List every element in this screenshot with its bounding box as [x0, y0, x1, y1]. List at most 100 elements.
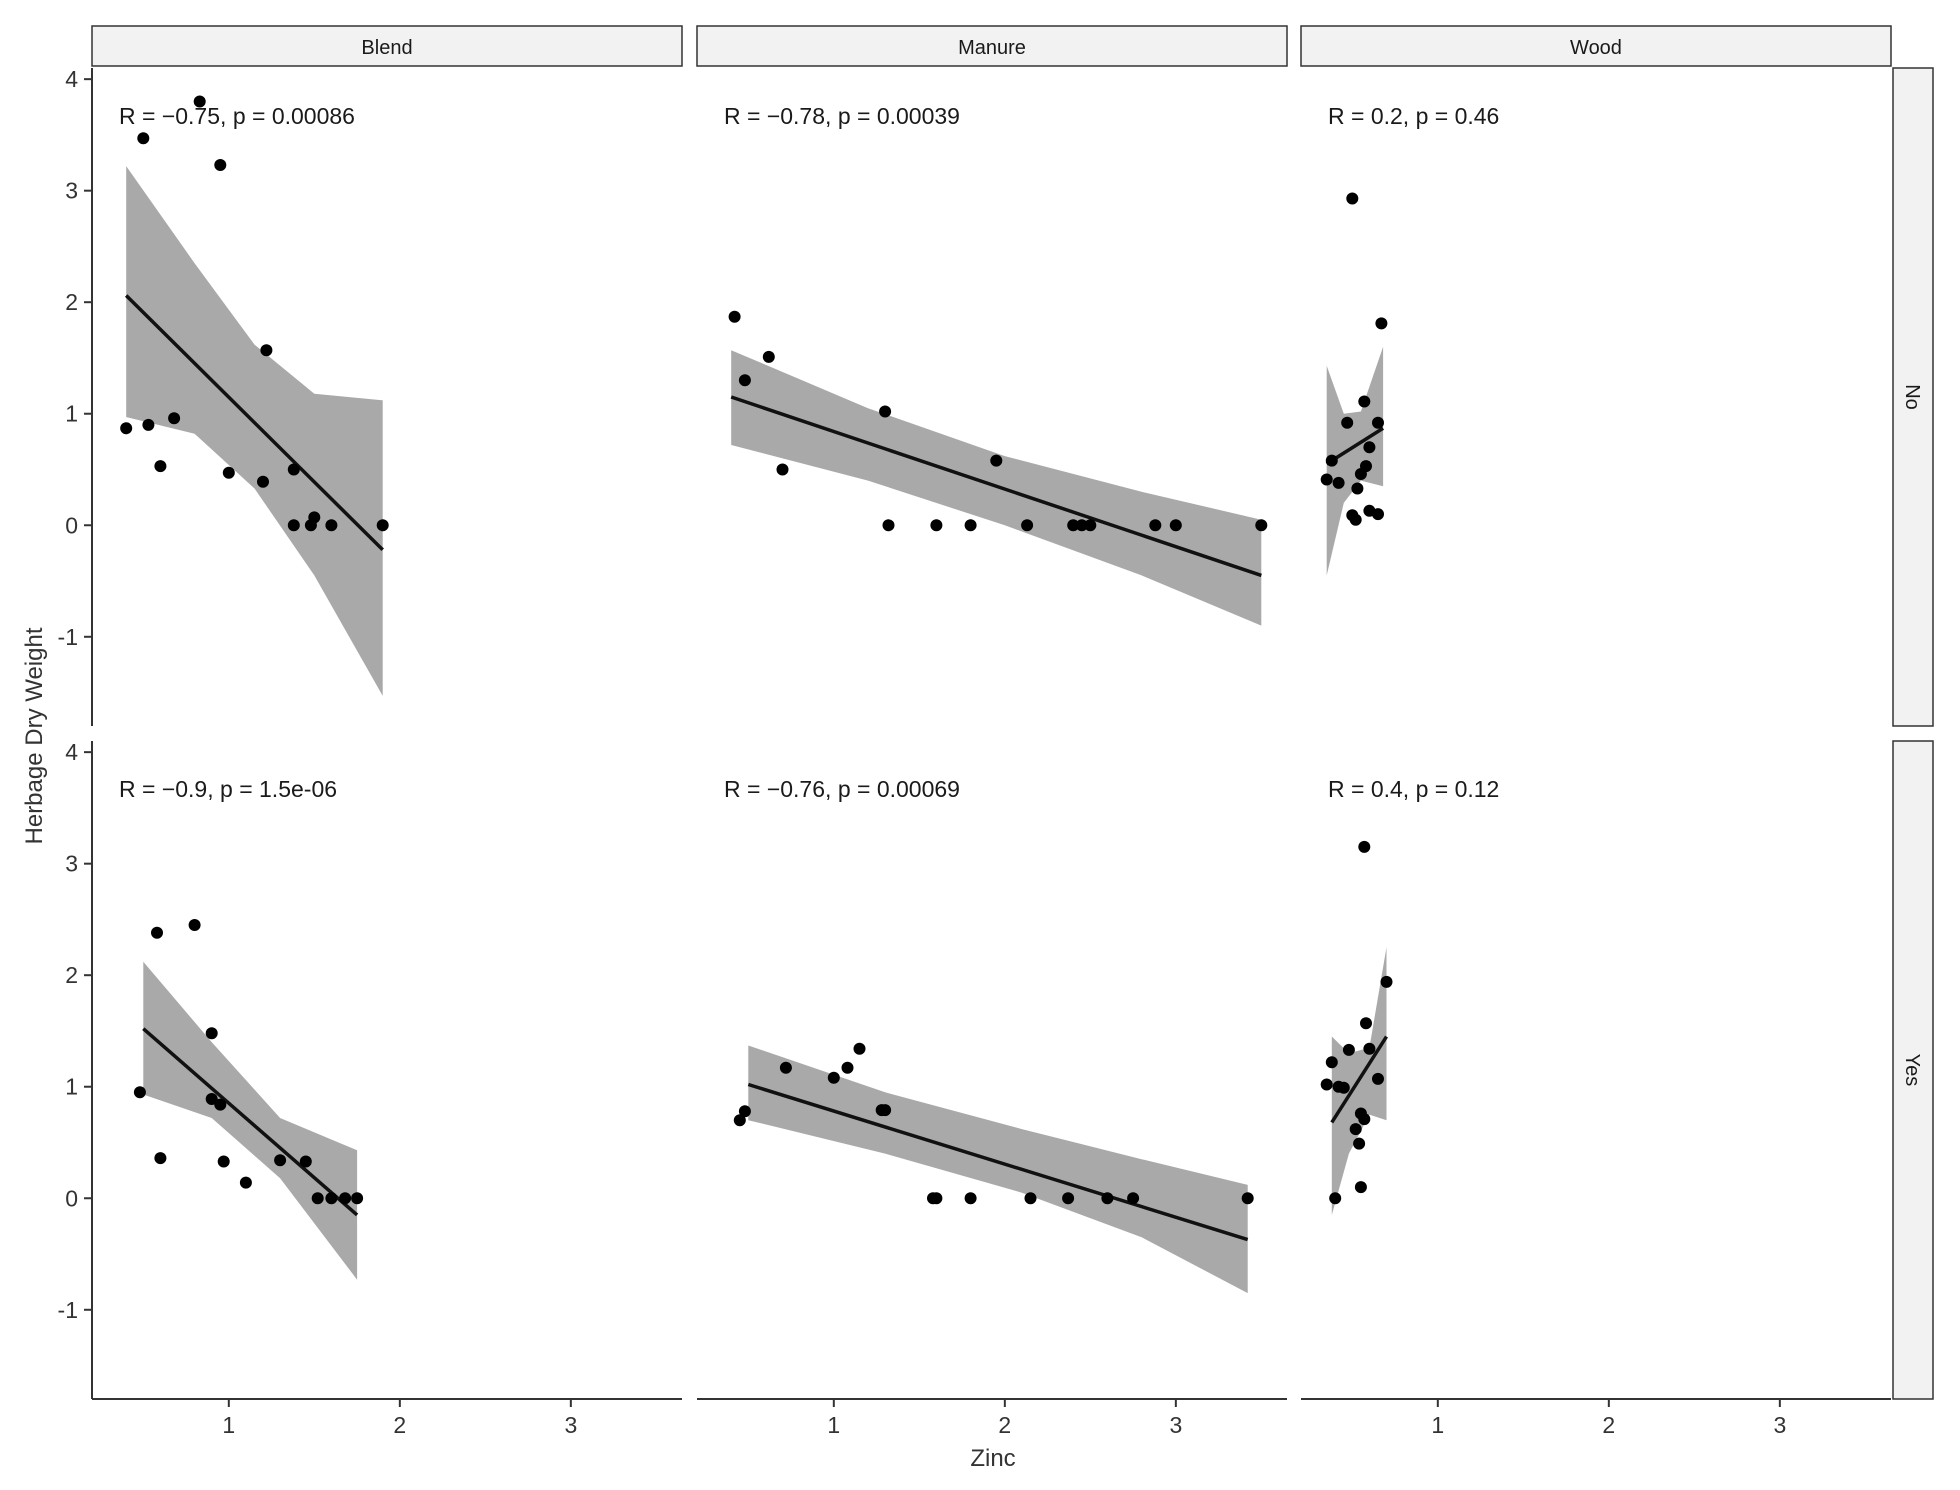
strip-layer: Blend Manure Wood No Yes	[91, 25, 1934, 1400]
data-point	[339, 1192, 352, 1205]
panel-blend-yes: R = −0.9, p = 1.5e-06	[119, 776, 364, 1280]
data-point	[1342, 1043, 1355, 1056]
data-point	[151, 926, 163, 939]
data-point	[1349, 1123, 1362, 1136]
data-point	[1084, 519, 1097, 532]
x-tick-label: 3	[1169, 1412, 1182, 1438]
x-tick-label: 2	[393, 1412, 406, 1438]
y-tick-label: 0	[65, 1185, 78, 1211]
regression-line	[730, 395, 1262, 578]
y-tick-label: 2	[65, 289, 78, 315]
facet-strip-label-wood: Wood	[1570, 37, 1622, 59]
data-point	[299, 1155, 312, 1168]
facet-strip-yes	[1892, 740, 1934, 1400]
facet-strip-label-no: No	[1901, 384, 1923, 410]
data-point	[1024, 1192, 1037, 1205]
facet-strip-no	[1892, 67, 1934, 727]
data-point	[827, 1071, 840, 1084]
data-point	[1372, 508, 1384, 521]
facet-strip-wood	[1300, 25, 1892, 67]
data-point	[214, 159, 227, 171]
data-point	[120, 422, 133, 435]
stat-r-value: R = −0.76,	[724, 776, 838, 802]
data-point	[376, 519, 389, 532]
data-point	[351, 1192, 364, 1205]
data-point	[205, 1027, 218, 1040]
y-tick-label: 0	[65, 512, 78, 538]
stat-p-value: p = 0.46	[1416, 103, 1500, 129]
stat-annotation: R = −0.76, p = 0.00069	[724, 776, 960, 802]
data-point	[1101, 1192, 1114, 1205]
data-point	[1380, 975, 1393, 988]
stat-annotation: R = −0.78, p = 0.00039	[724, 103, 960, 129]
stat-r-value: R = 0.4,	[1328, 776, 1416, 802]
stat-r-value: R = 0.2,	[1328, 103, 1416, 129]
data-point	[325, 519, 338, 532]
regression-line	[142, 1027, 359, 1217]
x-tick-label: 1	[222, 1412, 235, 1438]
y-tick-label: 1	[65, 401, 78, 427]
data-point	[133, 1086, 146, 1099]
y-axis-title: Herbage Dry Weight	[21, 627, 48, 844]
data-point	[1372, 1072, 1384, 1085]
data-point	[1149, 519, 1162, 532]
stat-r-value: R = −0.78,	[724, 103, 838, 129]
data-point	[188, 919, 201, 931]
axis-layer: -1 0 1 2 3 4 -1 0 1 2 3 4 1 2 3 1 2 3 1 2 3	[58, 66, 1891, 1438]
data-point	[1360, 1017, 1372, 1030]
data-point	[1169, 519, 1182, 532]
data-point	[779, 1061, 792, 1074]
data-point	[222, 466, 235, 479]
data-point	[1329, 1192, 1342, 1205]
stat-annotation: R = −0.9, p = 1.5e-06	[119, 776, 337, 802]
data-point	[964, 1192, 977, 1205]
data-point	[1360, 460, 1372, 473]
facet-strip-manure	[696, 25, 1288, 67]
facet-strip-label-blend: Blend	[361, 37, 412, 59]
data-point	[154, 1152, 167, 1165]
x-tick-label: 3	[1773, 1412, 1786, 1438]
data-point	[1325, 1056, 1338, 1069]
data-point	[882, 519, 895, 532]
data-point	[1358, 395, 1371, 408]
stat-annotation: R = 0.2, p = 0.46	[1328, 103, 1499, 129]
x-axis-title: Zinc	[970, 1445, 1015, 1472]
data-point	[1127, 1192, 1140, 1205]
data-point	[930, 1192, 943, 1205]
panel-manure-no: R = −0.78, p = 0.00039	[724, 103, 1268, 626]
data-point	[1255, 519, 1268, 532]
y-tick-label: 1	[65, 1074, 78, 1100]
data-point	[1346, 192, 1359, 205]
panel-wood-yes: R = 0.4, p = 0.12	[1320, 776, 1500, 1215]
data-point	[1241, 1192, 1254, 1205]
stat-r-value: R = −0.75,	[119, 103, 233, 129]
stat-r-value: R = −0.9,	[119, 776, 220, 802]
data-point	[1358, 1113, 1371, 1126]
x-tick-label: 1	[1431, 1412, 1444, 1438]
data-point	[1067, 519, 1080, 532]
facet-strip-label-yes: Yes	[1901, 1054, 1923, 1087]
stat-p-value: p = 0.12	[1416, 776, 1500, 802]
regression-line	[747, 1082, 1249, 1242]
confidence-band	[126, 166, 383, 696]
panel-layer: R = −0.75, p = 0.00086 R = −0.78, p = 0.0…	[119, 95, 1500, 1294]
confidence-band	[748, 1045, 1248, 1294]
data-point	[762, 350, 775, 363]
panel-blend-no: R = −0.75, p = 0.00086	[119, 95, 389, 696]
data-point	[1354, 1181, 1367, 1194]
data-point	[930, 519, 943, 532]
data-point	[1349, 513, 1362, 526]
y-tick-label: 3	[65, 178, 78, 204]
x-tick-label: 2	[1602, 1412, 1615, 1438]
panel-wood-no: R = 0.2, p = 0.46	[1320, 103, 1499, 576]
facet-strip-blend	[91, 25, 683, 67]
x-tick-label: 3	[564, 1412, 577, 1438]
y-tick-label: 3	[65, 851, 78, 877]
data-point	[1363, 441, 1376, 454]
data-point	[287, 519, 300, 532]
data-point	[738, 1105, 751, 1118]
data-point	[1325, 454, 1338, 467]
data-point	[1320, 473, 1333, 486]
data-point	[205, 1093, 218, 1105]
